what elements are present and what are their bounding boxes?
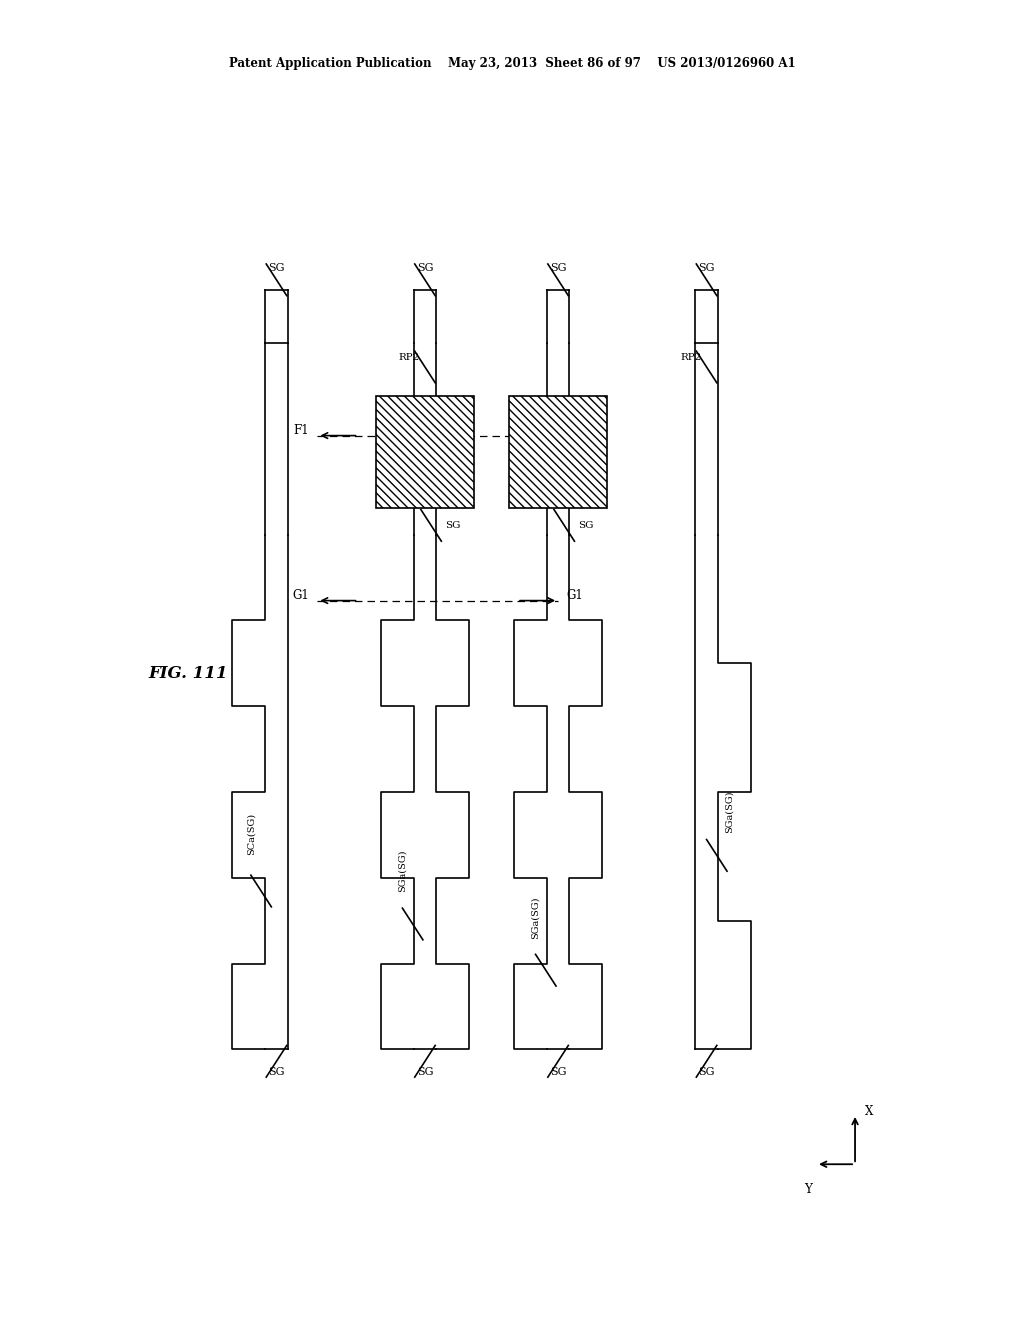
Text: RP2: RP2 bbox=[398, 352, 420, 362]
Text: SG: SG bbox=[417, 1067, 433, 1077]
Text: Patent Application Publication    May 23, 2013  Sheet 86 of 97    US 2013/012696: Patent Application Publication May 23, 2… bbox=[228, 57, 796, 70]
Text: SG: SG bbox=[417, 263, 433, 273]
Text: F1: F1 bbox=[566, 424, 582, 437]
Text: SCa(SG): SCa(SG) bbox=[247, 813, 255, 855]
Text: SG: SG bbox=[698, 263, 715, 273]
Text: SG: SG bbox=[445, 521, 461, 529]
Text: SG: SG bbox=[268, 263, 285, 273]
Text: SGa(SG): SGa(SG) bbox=[725, 791, 733, 833]
Text: G1: G1 bbox=[293, 589, 309, 602]
Text: SG: SG bbox=[579, 521, 594, 529]
Text: G1: G1 bbox=[566, 589, 583, 602]
Text: RP2: RP2 bbox=[680, 352, 701, 362]
Text: X: X bbox=[865, 1105, 873, 1118]
Text: Y: Y bbox=[804, 1183, 812, 1196]
Text: FIG. 111: FIG. 111 bbox=[148, 665, 228, 681]
Bar bbox=[510, 396, 606, 508]
Text: SG: SG bbox=[698, 1067, 715, 1077]
Text: F1: F1 bbox=[294, 424, 309, 437]
Text: SGa(SG): SGa(SG) bbox=[531, 896, 540, 939]
Text: SGa(SG): SGa(SG) bbox=[398, 850, 407, 892]
Text: SG: SG bbox=[268, 1067, 285, 1077]
Text: SG: SG bbox=[550, 263, 566, 273]
Text: SG: SG bbox=[550, 1067, 566, 1077]
Bar bbox=[377, 396, 473, 508]
